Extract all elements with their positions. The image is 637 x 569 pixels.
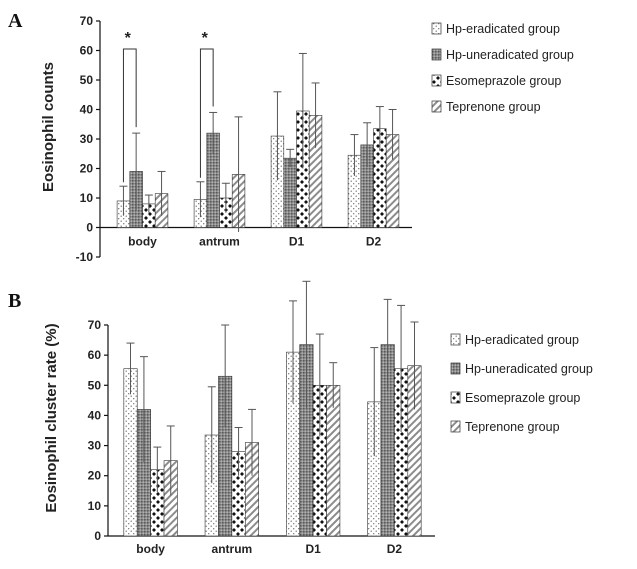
panel-b-ytick-label: 70 <box>88 318 102 332</box>
panel-b-plot: 0 10 20 30 40 50 60 70 body antrum D1 D2 <box>88 280 435 556</box>
panel-a-letter: A <box>8 10 23 32</box>
panel-b-legend-swatch <box>450 362 461 375</box>
panel-b-ytick-label: 0 <box>94 529 101 543</box>
panel-b-category-label: D1 <box>305 542 321 556</box>
panel-b-legend-label: Hp-uneradicated group <box>465 362 593 376</box>
panel-b-legend: Hp-eradicated group Hp-uneradicated group… <box>450 333 593 434</box>
panel-b-category-label: body <box>136 542 165 556</box>
panel-b-legend-label: Teprenone group <box>465 420 560 434</box>
panel-a-legend-swatch <box>431 22 442 35</box>
panel-a-ytick-label: 60 <box>80 44 94 58</box>
panel-b-legend-label: Esomeprazole group <box>465 391 580 405</box>
panel-a-plot: -10 0 10 20 30 40 50 60 70 body antrum D1 D2 * * <box>76 14 412 264</box>
panel-b-ytick-label: 10 <box>88 499 102 513</box>
panel-a-legend-label: Hp-eradicated group <box>446 22 560 36</box>
panel-a-category-label: D1 <box>289 235 305 249</box>
panel-a-legend-swatch <box>431 100 442 113</box>
panel-a-bar <box>283 157 297 228</box>
panel-a-legend-swatch <box>431 48 442 61</box>
panel-a-legend-label: Teprenone group <box>446 100 541 114</box>
panel-b-legend-swatch <box>450 333 461 346</box>
panel-a-ylabel: Eosinophil counts <box>40 62 57 192</box>
panel-a-ytick-label: 0 <box>86 221 93 235</box>
panel-a-category-label: D2 <box>366 235 382 249</box>
panel-a-legend-label: Hp-uneradicated group <box>446 48 574 62</box>
panel-a-ytick-label: 10 <box>80 191 94 205</box>
panel-a-ytick-label: 20 <box>80 162 94 176</box>
panel-a-significance-bracket <box>199 48 214 178</box>
panel-b-ytick-label: 40 <box>88 408 102 422</box>
panel-a-ytick-label: 50 <box>80 73 94 87</box>
panel-b-legend-swatch <box>450 420 461 433</box>
panel-b-letter: B <box>8 290 21 312</box>
panel-a: A Eosinophil counts -10 0 10 20 30 40 50 60 70 bo… <box>8 10 574 264</box>
panel-a-ytick-label: -10 <box>76 250 94 264</box>
panel-b-ytick-label: 30 <box>88 439 102 453</box>
panel-a-ytick-label: 40 <box>80 103 94 117</box>
panel-b-category-label: antrum <box>212 542 253 556</box>
panel-b-legend-label: Hp-eradicated group <box>465 333 579 347</box>
panel-a-legend-label: Esomeprazole group <box>446 74 561 88</box>
panel-a-ytick-label: 30 <box>80 132 94 146</box>
panel-a-legend-swatch <box>431 74 442 87</box>
panel-a-category-label: antrum <box>199 235 240 249</box>
panel-a-significance-star: * <box>202 30 209 47</box>
panel-a-category-label: body <box>128 235 157 249</box>
panel-b-category-label: D2 <box>387 542 403 556</box>
panel-a-significance-bracket <box>122 48 137 183</box>
panel-a-significance-star: * <box>125 30 132 47</box>
panel-a-ytick-label: 70 <box>80 14 94 28</box>
panel-b-ylabel: Eosinophil cluster rate (%) <box>43 323 60 512</box>
panel-b-legend-swatch <box>450 391 461 404</box>
panel-b-ytick-label: 60 <box>88 348 102 362</box>
panel-b: B Eosinophil cluster rate (%) 0 10 20 30 40 5… <box>8 280 593 556</box>
panel-b-ytick-label: 20 <box>88 469 102 483</box>
panel-b-ytick-label: 50 <box>88 378 102 392</box>
panel-a-legend: Hp-eradicated group Hp-uneradicated group… <box>431 22 574 114</box>
